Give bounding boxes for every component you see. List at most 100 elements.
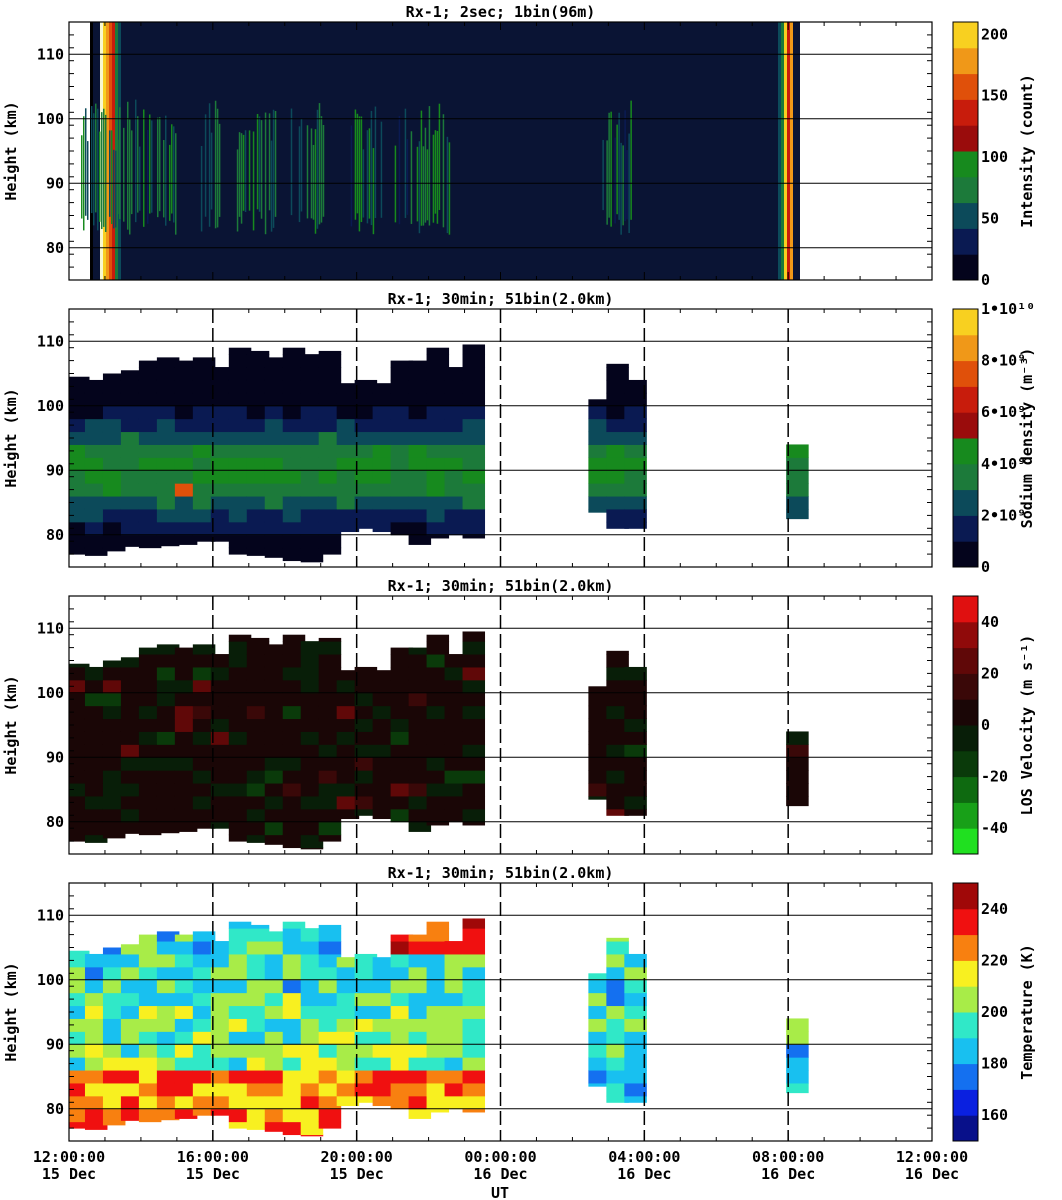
bin-cell bbox=[282, 1018, 306, 1032]
bin-cell bbox=[264, 496, 288, 510]
bin-cell bbox=[174, 718, 198, 732]
x-tick-date: 15 Dec bbox=[330, 1165, 384, 1183]
bin-cell bbox=[84, 431, 108, 445]
y-tick-label: 80 bbox=[46, 1100, 64, 1118]
bin-cell bbox=[246, 534, 270, 549]
bin-cell bbox=[192, 508, 216, 523]
bin-cell bbox=[354, 483, 378, 497]
bin-cell bbox=[606, 770, 629, 784]
bin-cell bbox=[444, 795, 468, 810]
bin-cell bbox=[462, 431, 486, 445]
bin-cell bbox=[120, 405, 144, 420]
colorbar-frame bbox=[952, 882, 979, 1142]
bin-cell bbox=[300, 483, 324, 497]
bin-cell bbox=[282, 1095, 306, 1110]
bin-cell bbox=[228, 367, 252, 381]
panel-1-plot-area bbox=[80, 22, 800, 280]
x-tick-time: 04:00:00 bbox=[608, 1148, 680, 1166]
bin-cell bbox=[318, 1057, 342, 1071]
bin-cell bbox=[174, 770, 198, 784]
bin-cell bbox=[390, 692, 414, 707]
bin-cell bbox=[462, 508, 486, 523]
bin-cell bbox=[264, 1031, 288, 1045]
bin-cell bbox=[408, 744, 432, 758]
bin-cell bbox=[606, 941, 629, 955]
bin-cell bbox=[606, 496, 629, 510]
bin-cell bbox=[390, 744, 414, 758]
bin-cell bbox=[282, 821, 306, 836]
bin-cell bbox=[120, 821, 144, 834]
bin-cell bbox=[390, 405, 414, 420]
bin-cell bbox=[69, 821, 90, 836]
bin-cell bbox=[282, 457, 306, 471]
bin-cell bbox=[120, 496, 144, 510]
bin-cell bbox=[84, 1057, 108, 1071]
bin-cell bbox=[462, 666, 486, 681]
bin-cell bbox=[156, 644, 180, 655]
bin-cell bbox=[408, 941, 432, 955]
bin-cell bbox=[120, 470, 144, 484]
bin-cell bbox=[210, 379, 234, 394]
bin-cell bbox=[246, 1095, 270, 1110]
bin-cell bbox=[102, 718, 126, 732]
bin-cell bbox=[69, 457, 90, 471]
bin-cell bbox=[372, 521, 396, 533]
bin-cell bbox=[282, 496, 306, 510]
bin-cell bbox=[318, 795, 342, 810]
bin-cell bbox=[120, 1031, 144, 1045]
bin-cell bbox=[192, 992, 216, 1007]
intensity-streak bbox=[204, 114, 207, 217]
bin-cell bbox=[444, 757, 468, 771]
y-tick-label: 90 bbox=[46, 461, 64, 479]
intensity-streak bbox=[248, 130, 251, 211]
bin-cell bbox=[156, 1031, 180, 1045]
bin-cell bbox=[69, 1044, 90, 1058]
bin-cell bbox=[228, 392, 252, 407]
bin-cell bbox=[120, 444, 144, 458]
bin-cell bbox=[336, 1095, 360, 1107]
bin-cell bbox=[300, 521, 324, 536]
bin-cell bbox=[102, 547, 126, 552]
bin-cell bbox=[102, 757, 126, 771]
bin-cell bbox=[120, 705, 144, 720]
colorbar-tick-label: 220 bbox=[981, 951, 1008, 969]
intensity-streak bbox=[434, 130, 437, 214]
bin-cell bbox=[69, 1070, 90, 1084]
bin-cell bbox=[372, 770, 396, 784]
intensity-streak bbox=[236, 149, 239, 232]
bin-cell bbox=[390, 966, 414, 981]
bin-cell bbox=[138, 1095, 162, 1110]
bin-cell bbox=[69, 405, 90, 420]
bin-cell bbox=[426, 795, 450, 810]
bin-cell bbox=[336, 770, 360, 784]
bin-cell bbox=[156, 418, 180, 433]
intensity-streak bbox=[126, 101, 129, 230]
bin-cell bbox=[300, 367, 324, 381]
bin-cell bbox=[390, 770, 414, 784]
bin-cell bbox=[102, 508, 126, 523]
bin-cell bbox=[282, 834, 306, 849]
bin-cell bbox=[318, 731, 342, 745]
intensity-streak bbox=[258, 116, 261, 212]
bin-cell bbox=[426, 821, 450, 826]
bin-cell bbox=[174, 757, 198, 771]
bin-cell bbox=[264, 992, 288, 1007]
bin-cell bbox=[69, 1031, 90, 1045]
bin-cell bbox=[444, 718, 468, 732]
bin-cell bbox=[264, 483, 288, 497]
bin-cell bbox=[588, 444, 611, 458]
bin-cell bbox=[606, 431, 629, 445]
bin-cell bbox=[84, 795, 108, 810]
bin-cell bbox=[624, 508, 647, 523]
bin-cell bbox=[462, 483, 486, 497]
bin-cell bbox=[426, 1095, 450, 1110]
bin-cell bbox=[120, 953, 144, 968]
bin-cell bbox=[84, 821, 108, 836]
colorbar-swatch bbox=[953, 802, 978, 829]
bin-cell bbox=[246, 470, 270, 484]
bin-cell bbox=[408, 457, 432, 471]
bin-cell bbox=[336, 431, 360, 445]
bin-cell bbox=[102, 1031, 126, 1045]
bin-cell bbox=[156, 979, 180, 994]
bin-cell bbox=[462, 966, 486, 981]
